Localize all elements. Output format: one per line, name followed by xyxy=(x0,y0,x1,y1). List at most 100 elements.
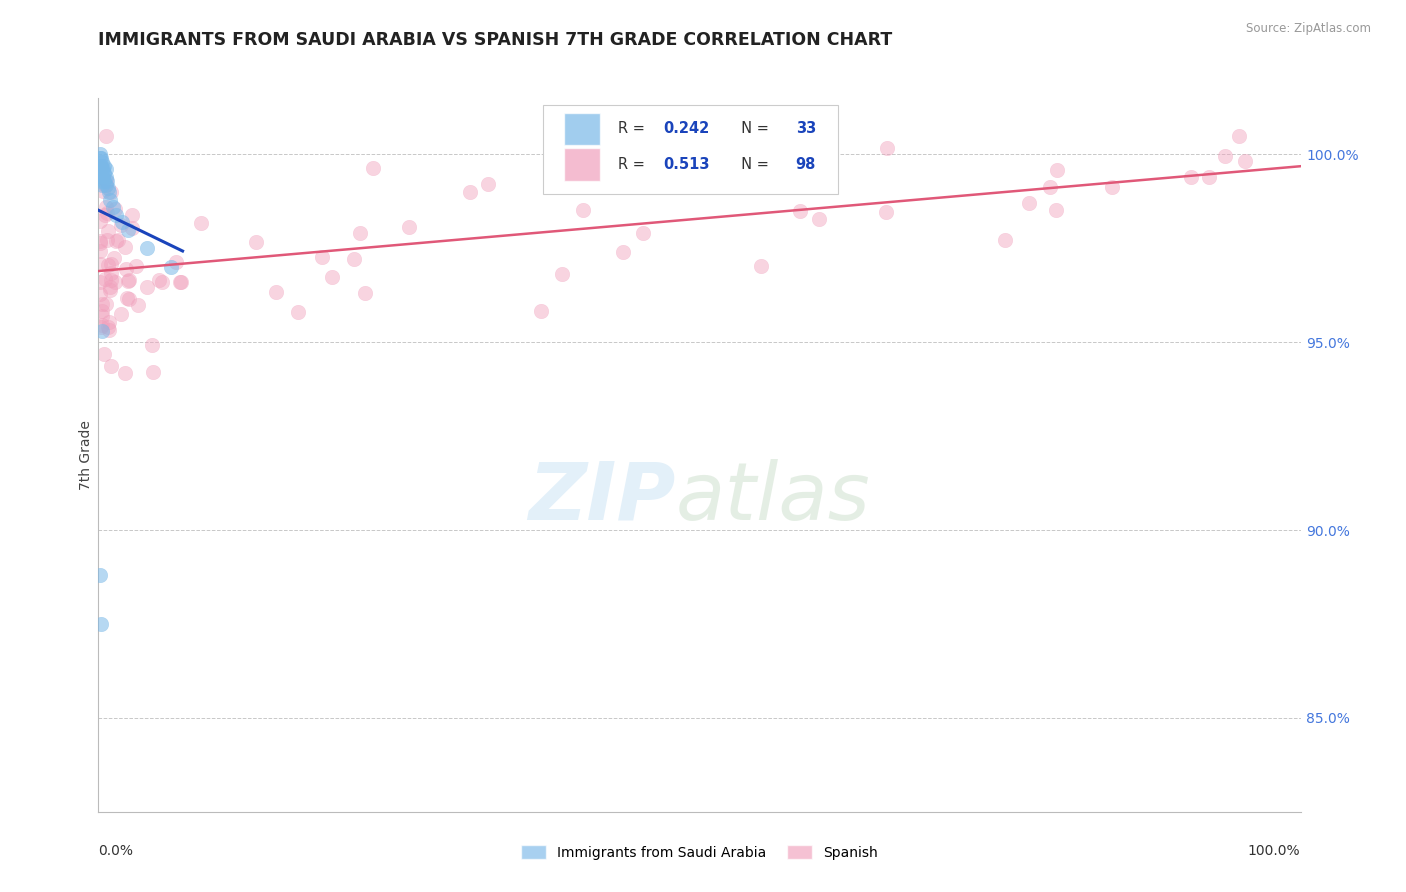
Point xyxy=(612,244,634,259)
Point xyxy=(90,616,112,631)
Point xyxy=(90,161,112,175)
Point xyxy=(89,257,111,271)
Point xyxy=(321,270,343,285)
Point xyxy=(89,568,111,582)
Point xyxy=(789,204,811,219)
Point xyxy=(530,304,553,318)
Point xyxy=(148,272,170,286)
Point xyxy=(807,211,830,226)
Point xyxy=(169,275,191,289)
Point xyxy=(89,276,111,290)
Point xyxy=(89,159,111,173)
Point xyxy=(94,169,117,184)
Point xyxy=(98,324,121,338)
Point xyxy=(94,272,117,286)
Bar xyxy=(564,112,600,145)
Point xyxy=(245,235,267,250)
Y-axis label: 7th Grade: 7th Grade xyxy=(79,420,93,490)
Bar xyxy=(564,148,600,180)
Point xyxy=(165,255,187,269)
Point xyxy=(159,260,181,274)
Point xyxy=(96,233,118,247)
Point xyxy=(94,128,117,143)
Point xyxy=(114,240,136,254)
Point xyxy=(349,226,371,240)
Legend: Immigrants from Saudi Arabia, Spanish: Immigrants from Saudi Arabia, Spanish xyxy=(516,839,883,865)
Point xyxy=(96,206,118,220)
Point xyxy=(1198,170,1220,185)
Point xyxy=(115,291,138,305)
Point xyxy=(91,184,114,198)
Point xyxy=(100,193,122,207)
Point xyxy=(121,220,143,235)
Point xyxy=(354,285,377,300)
Point xyxy=(287,304,309,318)
Point xyxy=(96,297,118,311)
Point xyxy=(121,208,143,222)
Point xyxy=(89,147,111,161)
Text: R =: R = xyxy=(617,157,650,172)
Point xyxy=(458,185,481,199)
Point xyxy=(117,273,139,287)
Point xyxy=(94,173,117,187)
Point xyxy=(142,365,165,379)
Point xyxy=(477,178,499,192)
Point xyxy=(1229,128,1251,143)
Point xyxy=(118,293,141,307)
FancyBboxPatch shape xyxy=(543,105,838,194)
Point xyxy=(100,359,122,373)
Point xyxy=(190,216,212,230)
Point xyxy=(875,204,897,219)
Point xyxy=(91,309,114,323)
Point xyxy=(104,276,127,290)
Point xyxy=(110,307,132,321)
Point xyxy=(98,280,121,294)
Point xyxy=(572,203,595,218)
Point xyxy=(398,219,420,234)
Point xyxy=(101,200,124,214)
Point xyxy=(1039,180,1062,194)
Text: IMMIGRANTS FROM SAUDI ARABIA VS SPANISH 7TH GRADE CORRELATION CHART: IMMIGRANTS FROM SAUDI ARABIA VS SPANISH … xyxy=(98,31,893,49)
Point xyxy=(94,178,117,192)
Point xyxy=(97,320,120,334)
Point xyxy=(110,218,132,232)
Text: 0.0%: 0.0% xyxy=(98,844,134,858)
Point xyxy=(150,275,173,289)
Point xyxy=(93,174,115,188)
Point xyxy=(105,208,128,222)
Text: ZIP: ZIP xyxy=(529,458,675,537)
Point xyxy=(90,151,112,165)
Point xyxy=(114,366,136,380)
Point xyxy=(89,234,111,248)
Point xyxy=(90,297,112,311)
Point xyxy=(114,261,136,276)
Point xyxy=(117,274,139,288)
Point xyxy=(125,259,148,273)
Point xyxy=(89,166,111,180)
Point xyxy=(91,324,114,338)
Point xyxy=(97,315,120,329)
Point xyxy=(98,185,121,199)
Point xyxy=(89,214,111,228)
Point xyxy=(141,337,163,351)
Text: atlas: atlas xyxy=(675,458,870,537)
Point xyxy=(264,285,287,299)
Point xyxy=(93,166,115,180)
Point xyxy=(90,159,112,173)
Point xyxy=(97,224,120,238)
Point xyxy=(1018,195,1040,210)
Point xyxy=(90,320,112,334)
Point xyxy=(107,233,129,247)
Point xyxy=(97,181,120,195)
Point xyxy=(623,166,645,180)
Point xyxy=(91,318,114,333)
Point xyxy=(89,287,111,301)
Point xyxy=(91,178,114,192)
Point xyxy=(91,162,114,177)
Text: Source: ZipAtlas.com: Source: ZipAtlas.com xyxy=(1246,22,1371,36)
Text: 98: 98 xyxy=(796,157,815,172)
Point xyxy=(136,279,159,293)
Point xyxy=(91,155,114,169)
Text: 0.242: 0.242 xyxy=(664,121,710,136)
Point xyxy=(94,208,117,222)
